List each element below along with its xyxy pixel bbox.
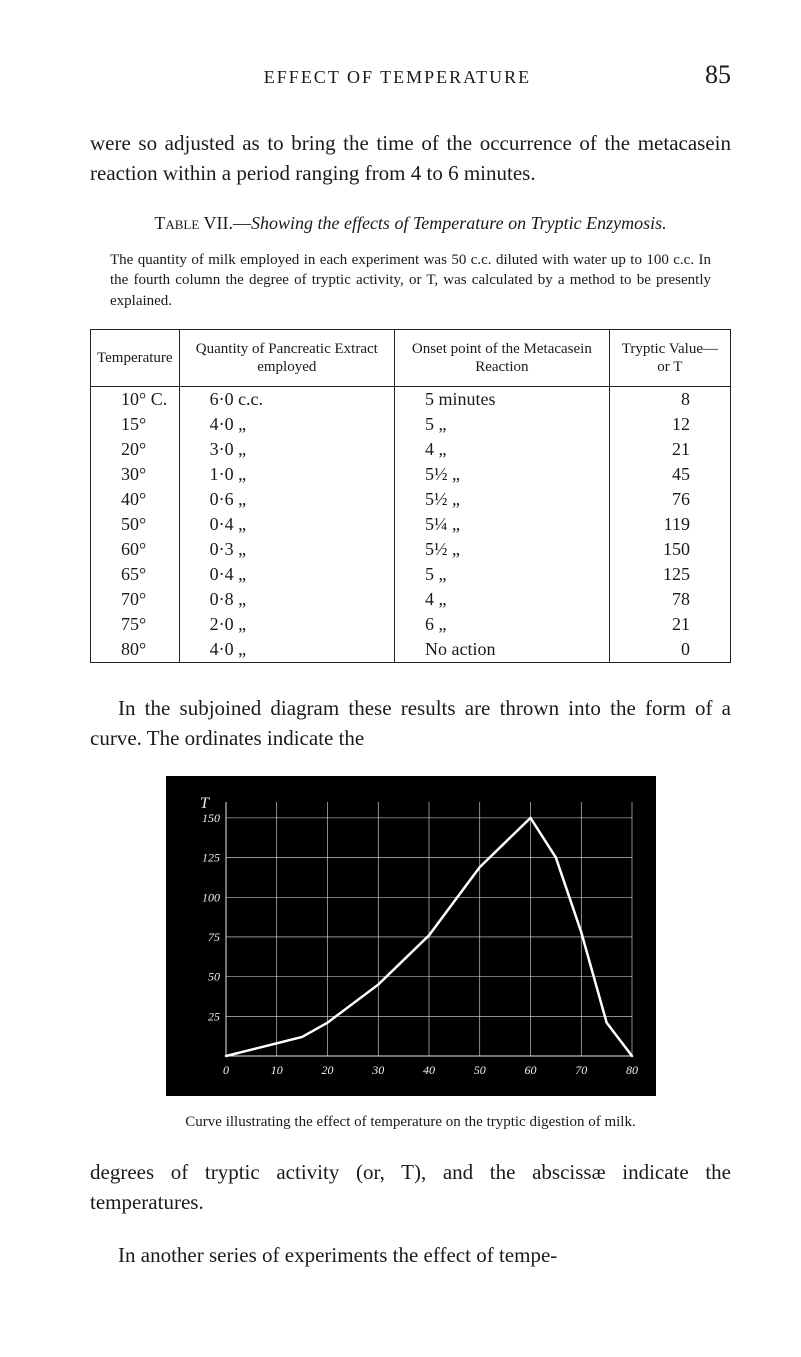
running-title: EFFECT OF TEMPERATURE [90, 67, 705, 88]
svg-text:40: 40 [423, 1063, 435, 1077]
table-note: The quantity of milk employed in each ex… [110, 250, 711, 311]
table-caption-main: Showing the effects of Temperature on Tr… [251, 213, 667, 233]
table-row: 60°0·3 „5½ „150 [91, 537, 731, 562]
body-paragraph-1: were so adjusted as to bring the time of… [90, 128, 731, 189]
svg-text:30: 30 [371, 1063, 384, 1077]
svg-text:150: 150 [202, 811, 220, 825]
chart-caption: Curve illustrating the effect of tempera… [90, 1114, 731, 1131]
svg-text:100: 100 [202, 890, 220, 904]
table-row: 20°3·0 „4 „21 [91, 437, 731, 462]
table-col-temperature: Temperature [91, 329, 180, 386]
svg-text:10: 10 [270, 1063, 282, 1077]
table-col-tryptic: Tryptic Value—or T [609, 329, 730, 386]
svg-text:50: 50 [208, 969, 220, 983]
table-header-row: Temperature Quantity of Pancreatic Extra… [91, 329, 731, 386]
body-paragraph-3: degrees of tryptic activity (or, T), and… [90, 1157, 731, 1218]
table-row: 15°4·0 „5 „12 [91, 412, 731, 437]
svg-text:25: 25 [208, 1009, 220, 1023]
table-caption-prefix: Table VII.— [154, 213, 251, 233]
svg-text:80: 80 [626, 1063, 638, 1077]
svg-text:60: 60 [524, 1063, 536, 1077]
table-row: 50°0·4 „5¼ „119 [91, 512, 731, 537]
table-row: 80°4·0 „No action0 [91, 637, 731, 663]
body-paragraph-4: In another series of experiments the eff… [90, 1240, 731, 1270]
table-col-onset: Onset point of the Metacasein Reaction [395, 329, 610, 386]
table-col-quantity: Quantity of Pancreatic Extract employed [179, 329, 394, 386]
chart-container: T 25 50 75 100 125 150 0 10 20 30 40 50 60 70 80 [166, 776, 656, 1096]
table-body: 10° C.6·0 c.c.5 minutes8 15°4·0 „5 „12 2… [91, 386, 731, 662]
table-row: 40°0·6 „5½ „76 [91, 487, 731, 512]
table-row: 30°1·0 „5½ „45 [91, 462, 731, 487]
page-header: EFFECT OF TEMPERATURE 85 [90, 60, 731, 90]
table-row: 75°2·0 „6 „21 [91, 612, 731, 637]
table-caption: Table VII.—Showing the effects of Temper… [90, 211, 731, 236]
table-row: 70°0·8 „4 „78 [91, 587, 731, 612]
page-number: 85 [705, 60, 731, 90]
svg-text:20: 20 [321, 1063, 333, 1077]
data-table: Temperature Quantity of Pancreatic Extra… [90, 329, 731, 663]
svg-text:70: 70 [575, 1063, 587, 1077]
svg-text:50: 50 [473, 1063, 485, 1077]
svg-text:0: 0 [223, 1063, 229, 1077]
svg-text:T: T [200, 795, 210, 812]
svg-text:125: 125 [202, 850, 220, 864]
table-row: 65°0·4 „5 „125 [91, 562, 731, 587]
curve-chart: T 25 50 75 100 125 150 0 10 20 30 40 50 60 70 80 [178, 788, 644, 1084]
svg-text:75: 75 [208, 930, 220, 944]
table-row: 10° C.6·0 c.c.5 minutes8 [91, 386, 731, 412]
body-paragraph-2: In the subjoined diagram these results a… [90, 693, 731, 754]
